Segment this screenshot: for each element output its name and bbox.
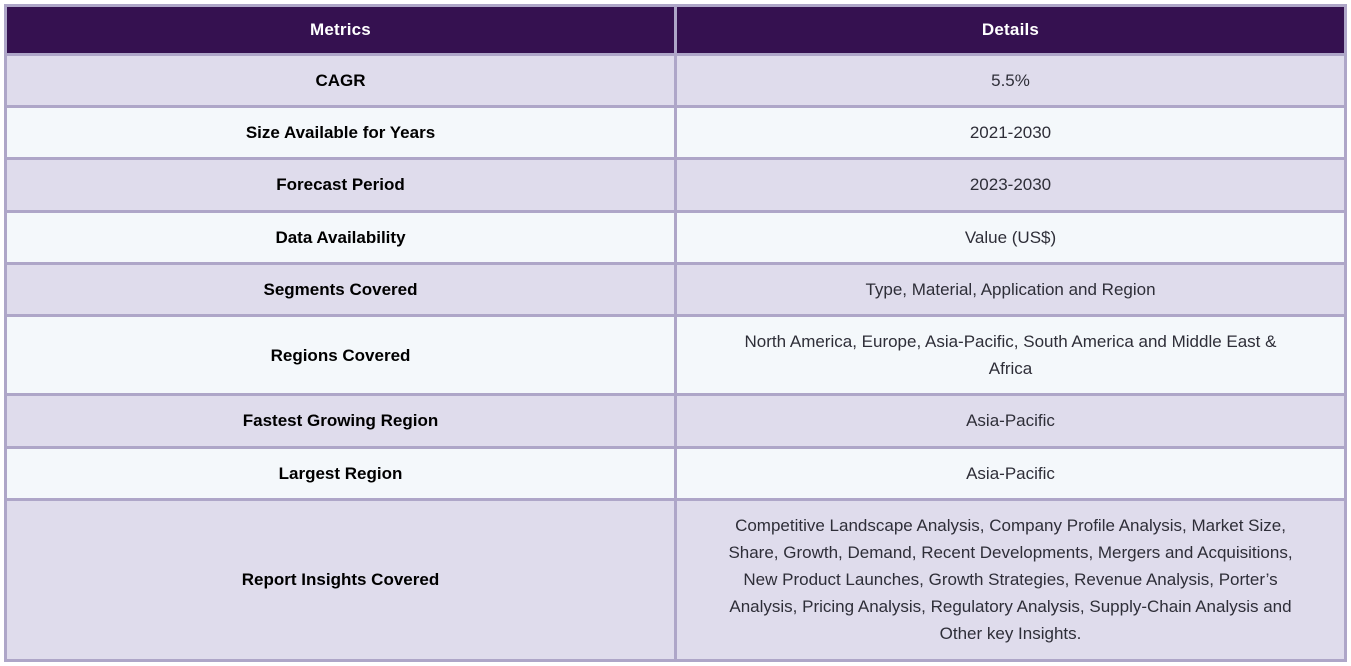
table-header: Metrics Details (4, 4, 1347, 56)
column-header-metrics: Metrics (4, 4, 677, 56)
detail-text: 2021-2030 (969, 123, 1052, 143)
detail-cell: Value (US$) (674, 209, 1347, 265)
table-row-data-availability: Data Availability Value (US$) (4, 209, 1347, 265)
detail-text: Asia-Pacific (966, 411, 1055, 431)
detail-text: North America, Europe, Asia-Pacific, Sou… (744, 331, 1277, 379)
detail-text: Asia-Pacific (966, 463, 1055, 483)
column-header-details: Details (674, 4, 1347, 56)
detail-cell: Competitive Landscape Analysis, Company … (674, 497, 1347, 662)
detail-text: 2023-2030 (969, 175, 1052, 195)
detail-text: Value (US$) (964, 227, 1057, 247)
table-row-regions-covered: Regions Covered North America, Europe, A… (4, 313, 1347, 397)
table-row-fastest-growing-region: Fastest Growing Region Asia-Pacific (4, 393, 1347, 449)
detail-cell: North America, Europe, Asia-Pacific, Sou… (674, 313, 1347, 397)
metric-cell: Regions Covered (4, 313, 677, 397)
header-row: Metrics Details (4, 4, 1347, 56)
metric-cell: Segments Covered (4, 261, 677, 317)
metric-cell: Largest Region (4, 445, 677, 501)
detail-text: Type, Material, Application and Region (865, 279, 1156, 299)
detail-cell: Type, Material, Application and Region (674, 261, 1347, 317)
table-row-size-available: Size Available for Years 2021-2030 (4, 105, 1347, 161)
metric-cell: CAGR (4, 52, 677, 109)
metrics-table: Metrics Details CAGR 5.5% Size Available… (4, 4, 1347, 662)
table-body: CAGR 5.5% Size Available for Years 2021-… (4, 52, 1347, 662)
detail-cell: 5.5% (674, 52, 1347, 109)
table-row-largest-region: Largest Region Asia-Pacific (4, 445, 1347, 501)
detail-cell: 2023-2030 (674, 157, 1347, 213)
metric-cell: Size Available for Years (4, 105, 677, 161)
detail-cell: Asia-Pacific (674, 445, 1347, 501)
table-row-report-insights: Report Insights Covered Competitive Land… (4, 497, 1347, 662)
metric-cell: Data Availability (4, 209, 677, 265)
metric-cell: Forecast Period (4, 157, 677, 213)
detail-cell: 2021-2030 (674, 105, 1347, 161)
table-row-cagr: CAGR 5.5% (4, 52, 1347, 109)
metric-cell: Report Insights Covered (4, 497, 677, 662)
detail-cell: Asia-Pacific (674, 393, 1347, 449)
detail-text: 5.5% (991, 71, 1030, 90)
metric-cell: Fastest Growing Region (4, 393, 677, 449)
table-row-forecast-period: Forecast Period 2023-2030 (4, 157, 1347, 213)
table-row-segments-covered: Segments Covered Type, Material, Applica… (4, 261, 1347, 317)
detail-text: Competitive Landscape Analysis, Company … (728, 515, 1293, 644)
